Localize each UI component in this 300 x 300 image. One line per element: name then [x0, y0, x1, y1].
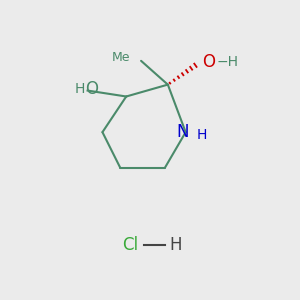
Text: H: H — [197, 128, 207, 142]
Text: Me: Me — [112, 51, 131, 64]
Text: −H: −H — [217, 55, 239, 69]
Text: O: O — [85, 80, 98, 98]
Text: N: N — [176, 123, 189, 141]
Text: H: H — [74, 82, 85, 96]
Text: O: O — [202, 53, 215, 71]
Text: Cl: Cl — [122, 236, 138, 254]
Text: H: H — [169, 236, 182, 254]
